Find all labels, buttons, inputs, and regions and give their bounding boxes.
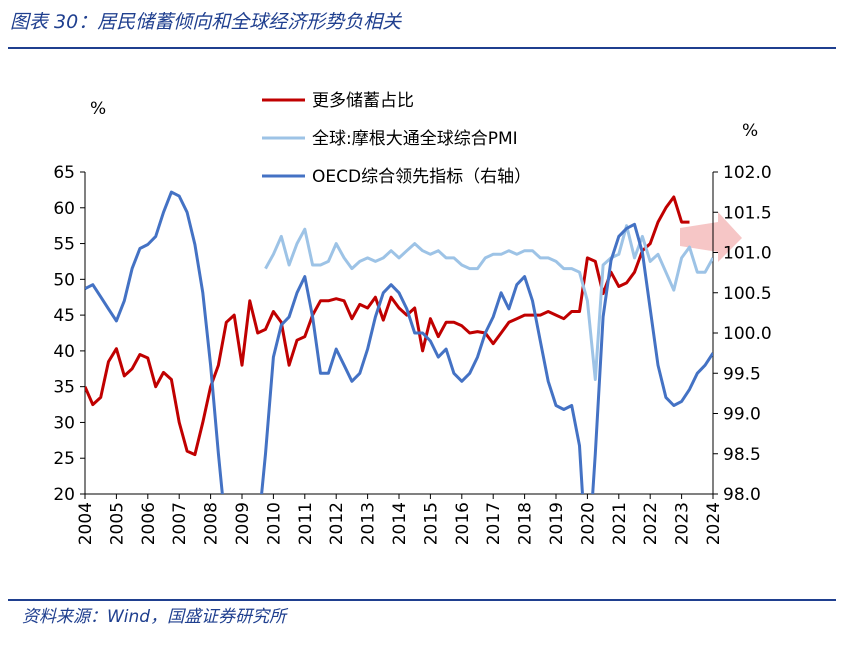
x-tick-label: 2019 — [547, 502, 567, 545]
series-line — [85, 190, 713, 494]
x-tick-label: 2018 — [516, 502, 536, 545]
x-tick-label: 2004 — [76, 502, 96, 545]
y-tick-label: 30 — [53, 413, 75, 433]
y2-tick-label: 99.5 — [723, 364, 761, 384]
x-tick-label: 2005 — [107, 502, 127, 545]
y-tick-label: 60 — [53, 199, 75, 219]
trend-arrow — [680, 212, 742, 262]
y2-tick-label: 100.0 — [723, 324, 772, 344]
y2-tick-label: 101.0 — [723, 244, 772, 264]
x-tick-label: 2009 — [233, 502, 253, 545]
x-tick-label: 2021 — [610, 502, 630, 545]
y2-tick-label: 102.0 — [723, 163, 772, 183]
plot-area — [85, 190, 713, 494]
y-tick-label: 40 — [53, 342, 75, 362]
y2-tick-label: 98.5 — [723, 445, 761, 465]
x-tick-label: 2006 — [139, 502, 159, 545]
x-tick-label: 2024 — [704, 502, 724, 545]
y2-tick-label: 98.0 — [723, 485, 761, 505]
chart-title: 图表 30：居民储蓄倾向和全球经济形势负相关 — [10, 11, 402, 33]
x-tick-label: 2023 — [673, 502, 693, 545]
x-tick-label: 2010 — [264, 502, 284, 545]
series-line — [85, 195, 690, 457]
legend-label: OECD综合领先指标（右轴） — [312, 167, 531, 187]
x-tick-label: 2011 — [296, 502, 316, 545]
y-tick-label: 35 — [53, 378, 75, 398]
y-tick-label: 20 — [53, 485, 75, 505]
y-tick-label: 55 — [53, 235, 75, 255]
y2-tick-label: 101.5 — [723, 203, 772, 223]
source: 资料来源：Wind，国盛证券研究所 — [22, 607, 289, 627]
legend-label: 更多储蓄占比 — [312, 91, 414, 111]
x-tick-label: 2014 — [390, 502, 410, 545]
y-tick-label: 25 — [53, 449, 75, 469]
y2-unit: % — [742, 121, 758, 141]
legend-label: 全球:摩根大通全球综合PMI — [312, 129, 518, 149]
x-tick-label: 2012 — [327, 502, 347, 545]
x-tick-label: 2015 — [421, 502, 441, 545]
y2-tick-label: 100.5 — [723, 284, 772, 304]
x-tick-label: 2007 — [170, 502, 190, 545]
y-tick-label: 45 — [53, 306, 75, 326]
x-tick-label: 2017 — [484, 502, 504, 545]
x-tick-label: 2022 — [641, 502, 661, 545]
x-tick-label: 2008 — [202, 502, 222, 545]
y-unit: % — [90, 99, 106, 119]
x-tick-label: 2016 — [453, 502, 473, 545]
series-line — [264, 224, 713, 381]
x-tick-label: 2013 — [359, 502, 379, 545]
x-tick-label: 2020 — [578, 502, 598, 545]
y-tick-label: 50 — [53, 270, 75, 290]
y-tick-label: 65 — [53, 163, 75, 183]
y2-tick-label: 99.0 — [723, 405, 761, 425]
